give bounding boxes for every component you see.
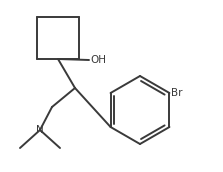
Text: Br: Br bbox=[171, 88, 183, 98]
Text: N: N bbox=[36, 125, 44, 135]
Text: OH: OH bbox=[90, 55, 106, 65]
